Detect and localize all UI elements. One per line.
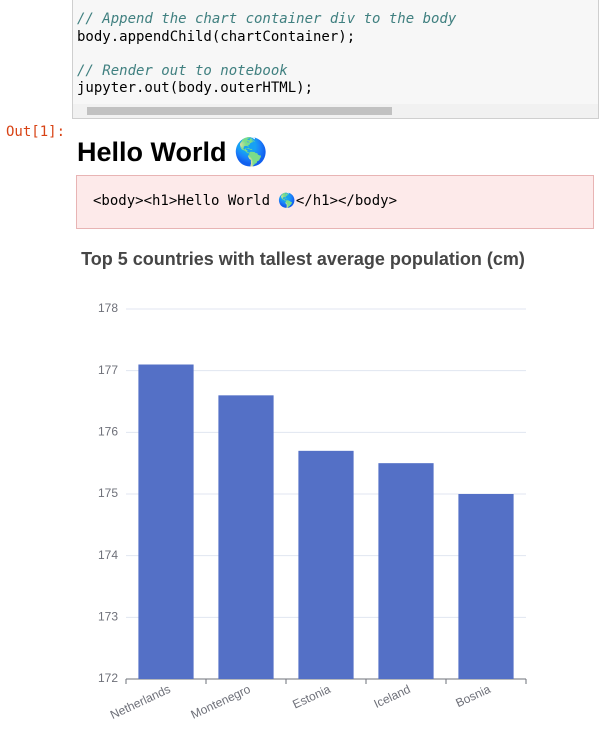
chart: Top 5 countries with tallest average pop… xyxy=(81,249,527,722)
x-tick-label: Iceland xyxy=(372,682,413,711)
x-tick-label: Estonia xyxy=(290,682,332,712)
y-tick-label: 175 xyxy=(98,486,118,500)
html-output: <body><h1>Hello World 🌎</h1></body> xyxy=(76,175,594,229)
y-tick-label: 173 xyxy=(98,610,118,624)
bar xyxy=(378,463,434,679)
code-line: body.appendChild(chartContainer); xyxy=(77,29,356,45)
y-tick-label: 177 xyxy=(98,363,118,377)
output-prompt: Out[1]: xyxy=(6,124,66,140)
y-tick-label: 176 xyxy=(98,425,118,439)
scroll-thumb[interactable] xyxy=(87,107,392,115)
bar xyxy=(138,364,194,679)
x-tick-label: Netherlands xyxy=(108,682,173,722)
heading: Hello World 🌎 xyxy=(77,137,268,167)
bar xyxy=(218,395,274,679)
bar xyxy=(298,450,354,679)
y-tick-label: 178 xyxy=(98,301,118,315)
y-tick-label: 172 xyxy=(98,671,118,685)
html-text: <body><h1>Hello World 🌎</h1></body> xyxy=(93,193,398,209)
bar xyxy=(458,494,514,679)
x-tick-label: Montenegro xyxy=(189,682,253,722)
code-line: // Append the chart container div to the… xyxy=(77,11,457,27)
scrollbar[interactable] xyxy=(73,104,598,118)
chart-title: Top 5 countries with tallest average pop… xyxy=(81,249,525,269)
code-line: // Render out to notebook xyxy=(77,63,288,79)
code-cell[interactable]: // Append the chart container div to the… xyxy=(72,0,599,119)
code-line: jupyter.out(body.outerHTML); xyxy=(77,80,314,96)
y-tick-label: 174 xyxy=(98,548,118,562)
x-tick-label: Bosnia xyxy=(453,682,492,710)
